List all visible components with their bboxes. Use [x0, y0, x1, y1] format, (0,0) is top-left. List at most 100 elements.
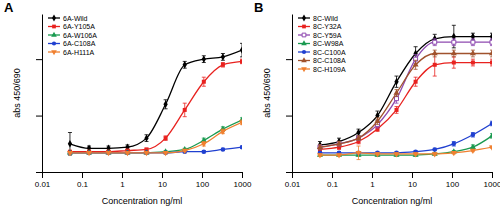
marker: [433, 40, 437, 44]
tick-label: 0.01: [35, 180, 51, 189]
marker: [393, 152, 399, 157]
tick: 100: [196, 172, 210, 189]
series-line: [320, 54, 492, 148]
marker: [221, 53, 225, 60]
series-line: [70, 61, 242, 151]
marker: [318, 141, 322, 148]
marker: [432, 152, 438, 157]
tick: 0.01: [285, 172, 301, 189]
tick: [286, 172, 292, 173]
tick-label: 0.01: [285, 180, 301, 189]
marker: [182, 149, 187, 154]
legend-entry: 8C-Wild: [298, 15, 338, 22]
error-bar: [452, 39, 456, 46]
legend-label: 8C-W98A: [313, 40, 344, 47]
error-bar: [395, 107, 399, 114]
marker: [220, 130, 226, 135]
tick-mark: [242, 172, 243, 178]
error-bar: [183, 103, 187, 117]
error-bar: [164, 100, 168, 109]
error-bar: [202, 77, 206, 86]
marker: [183, 108, 187, 112]
x-axis-label: Concentration ng/ml: [102, 196, 183, 206]
tick-mark: [42, 172, 43, 178]
legend-label: 8C-C100A: [313, 49, 346, 56]
tick-label: 1: [370, 180, 375, 189]
y-axis-label: abs 450/690: [12, 68, 22, 118]
marker: [355, 135, 361, 140]
tick-mark: [122, 172, 123, 178]
legend-marker: [51, 50, 57, 55]
error-bar: [433, 39, 437, 46]
tick: [36, 172, 42, 173]
legend-label: 6A-C108A: [63, 40, 96, 47]
tick-mark: [202, 172, 203, 178]
panel: 0.010.11101001000BConcentration ng/mlabs…: [254, 0, 500, 206]
series-line: [320, 63, 492, 150]
legend-label: 6A-H111A: [63, 49, 95, 56]
tick-mark: [36, 172, 42, 173]
error-bar: [164, 136, 168, 141]
marker: [452, 142, 457, 147]
tick: 10: [158, 172, 167, 189]
tick-mark: [162, 172, 163, 178]
error-bar: [145, 135, 149, 142]
tick-mark: [286, 59, 292, 60]
legend-entry: 6A-H111A: [48, 49, 95, 56]
legend: 6A-Wild6A-Y105A6A-W106A6A-C108A6A-H111A: [48, 15, 97, 56]
tick: [36, 116, 42, 117]
marker: [413, 152, 419, 157]
error-bar: [452, 25, 456, 48]
marker: [163, 151, 169, 156]
error-bar: [490, 121, 492, 126]
series-line: [70, 147, 242, 153]
error-bar: [471, 59, 475, 66]
tick: 10: [408, 172, 417, 189]
tick-mark: [332, 172, 333, 178]
marker: [124, 151, 130, 156]
series-line: [320, 123, 492, 152]
marker: [201, 142, 207, 147]
error-bar: [395, 76, 399, 87]
marker: [433, 63, 437, 67]
series-line: [70, 122, 242, 152]
legend-entry: 6A-Y105A: [48, 23, 95, 30]
marker: [183, 61, 187, 68]
title: B: [254, 0, 263, 15]
marker: [395, 97, 399, 101]
marker: [489, 145, 492, 150]
legend-entry: 6A-W106A: [48, 32, 97, 39]
error-bar: [414, 47, 418, 61]
marker: [182, 149, 188, 154]
series-line: [70, 120, 242, 153]
tick-mark: [286, 172, 292, 173]
marker: [240, 59, 242, 63]
marker: [355, 152, 361, 157]
tick-mark: [452, 172, 453, 178]
error-bar: [452, 142, 456, 147]
series: [67, 120, 242, 156]
x-axis-label: Concentration ng/ml: [352, 196, 433, 206]
legend-entry: 8C-W98A: [298, 40, 344, 47]
y-axis: [36, 15, 43, 173]
marker: [202, 149, 207, 154]
tick-mark: [286, 116, 292, 117]
series: [318, 25, 492, 148]
tick-label: 0.1: [77, 180, 89, 189]
marker: [355, 151, 361, 156]
error-bar: [240, 43, 242, 57]
legend: 8C-Wild8C-Y32A8C-Y59A8C-W98A8C-C100A8C-C…: [298, 15, 346, 73]
tick: 100: [446, 172, 460, 189]
legend-entry: 6A-C108A: [48, 40, 96, 47]
series: [68, 43, 242, 155]
tick: 0.1: [327, 172, 339, 189]
marker: [471, 61, 475, 65]
marker: [490, 40, 492, 44]
legend-marker: [301, 67, 307, 72]
error-bar: [471, 133, 475, 138]
marker: [240, 46, 242, 53]
marker: [317, 153, 323, 158]
marker: [393, 89, 399, 94]
legend-marker: [52, 15, 56, 22]
legend-label: 8C-H109A: [313, 66, 346, 73]
